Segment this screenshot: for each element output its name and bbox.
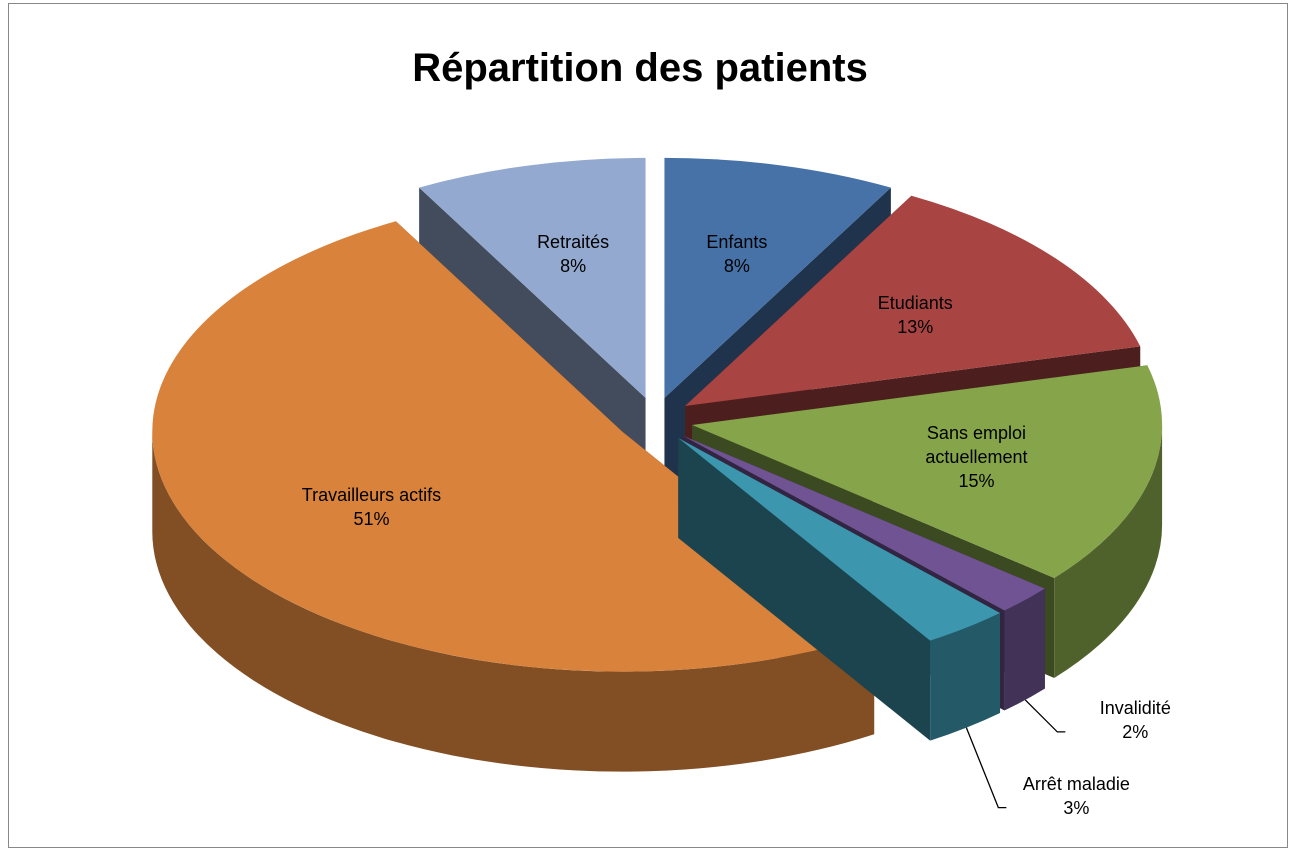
slice-wall: [152, 431, 875, 772]
category-label: Travailleurs actifs: [301, 485, 442, 506]
data-label: Etudiants 13%: [828, 291, 1003, 339]
category-label: Invalidité: [1099, 697, 1171, 718]
value-label: 15%: [958, 471, 995, 492]
data-label: Retraités 8%: [486, 230, 661, 278]
slice: [152, 221, 875, 672]
value-label: 13%: [897, 316, 934, 337]
slice-wall: [930, 612, 1001, 741]
data-label: Travailleurs actifs 51%: [284, 483, 459, 531]
slice: [685, 195, 1141, 407]
category-label: Retraités: [537, 231, 610, 252]
data-label: Invalidité 2%: [1048, 696, 1223, 744]
data-label: Sans emploi actuellement 15%: [889, 421, 1064, 493]
leader-line: [965, 727, 1007, 809]
category-label: Enfants: [706, 231, 768, 252]
value-label: 51%: [353, 509, 390, 530]
slice-wall: [1054, 424, 1163, 678]
value-label: 3%: [1063, 797, 1090, 818]
slice: [682, 435, 1045, 611]
value-label: 8%: [723, 255, 750, 276]
value-label: 2%: [1122, 721, 1149, 742]
data-label: Arrêt maladie 3%: [989, 772, 1164, 820]
value-label: 8%: [560, 255, 587, 276]
chart-title: Répartition des patients: [412, 46, 868, 90]
category-label: Arrêt maladie: [1022, 773, 1130, 794]
slice: [419, 157, 646, 398]
category-label: Etudiants: [877, 292, 953, 313]
slice: [664, 157, 891, 398]
data-label: Enfants 8%: [649, 230, 824, 278]
slice: [692, 365, 1163, 578]
category-label: Sans emploi actuellement: [925, 423, 1028, 468]
slice: [678, 438, 1001, 641]
slice-wall: [1004, 588, 1045, 711]
slice-side: [678, 438, 931, 741]
leader-line: [1024, 699, 1066, 733]
